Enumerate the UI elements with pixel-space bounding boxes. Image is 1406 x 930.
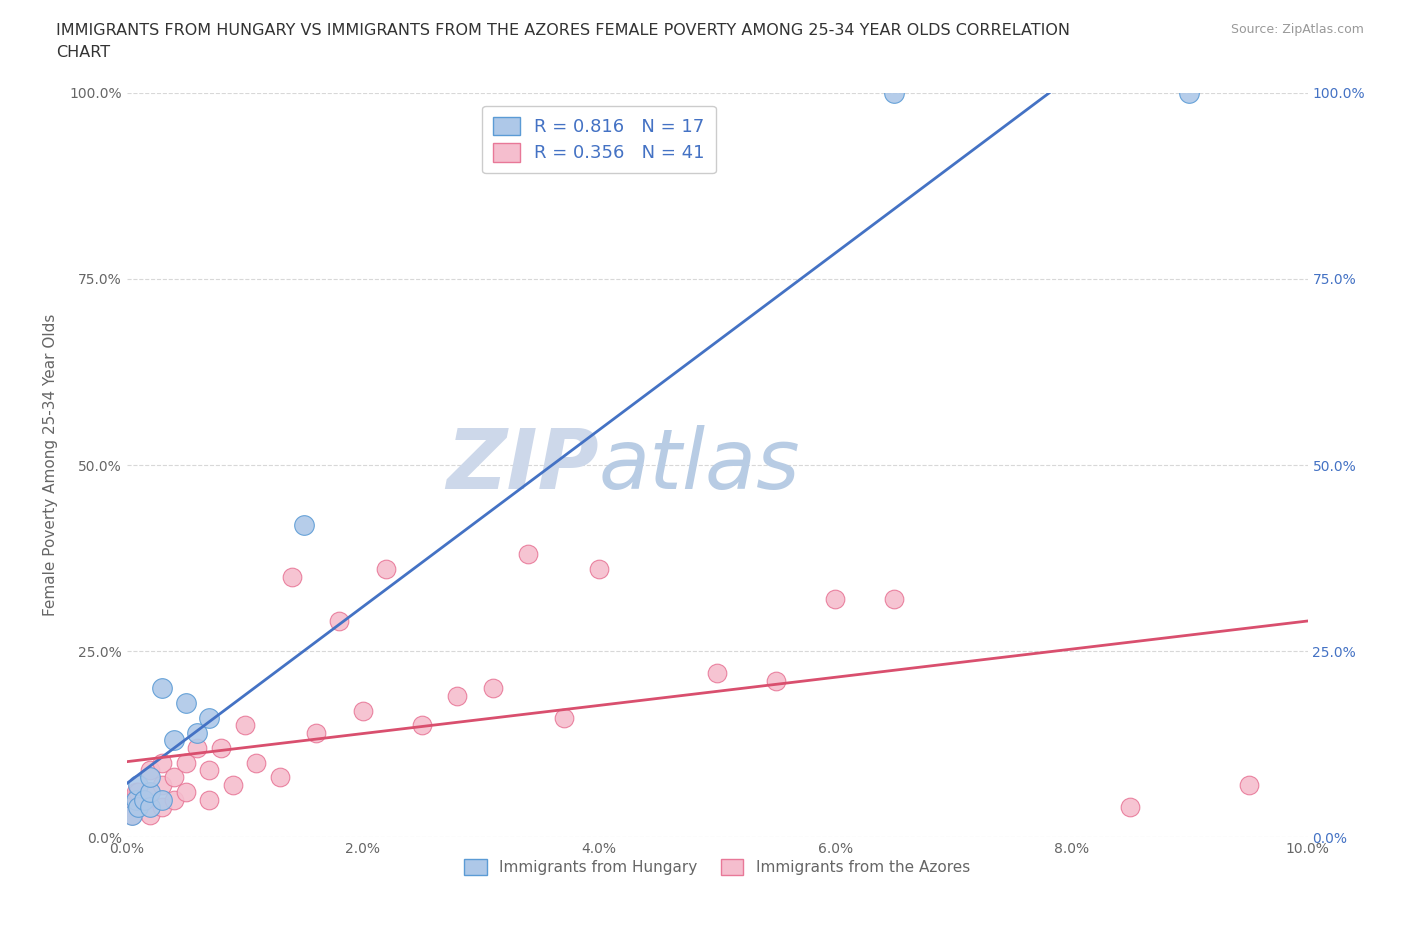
Point [352, 703, 374, 718]
Point [127, 785, 149, 800]
Point [174, 755, 197, 770]
Text: CHART: CHART [56, 45, 110, 60]
Point [1178, 86, 1201, 100]
Point [127, 800, 149, 815]
Text: Source: ZipAtlas.com: Source: ZipAtlas.com [1230, 23, 1364, 36]
Point [292, 517, 315, 532]
Point [269, 770, 291, 785]
Point [121, 807, 143, 822]
Point [125, 785, 148, 800]
Point [150, 800, 173, 815]
Point [121, 807, 143, 822]
Point [411, 718, 433, 733]
Point [118, 800, 141, 815]
Point [481, 681, 503, 696]
Point [1237, 777, 1260, 792]
Point [883, 86, 905, 100]
Point [553, 711, 575, 725]
Point [765, 673, 787, 688]
Point [517, 547, 540, 562]
Point [127, 800, 149, 815]
Point [127, 777, 149, 792]
Point [150, 755, 173, 770]
Point [150, 777, 173, 792]
Point [150, 681, 173, 696]
Point [174, 785, 197, 800]
Point [883, 591, 905, 606]
Point [163, 792, 186, 807]
Text: IMMIGRANTS FROM HUNGARY VS IMMIGRANTS FROM THE AZORES FEMALE POVERTY AMONG 25-34: IMMIGRANTS FROM HUNGARY VS IMMIGRANTS FR… [56, 23, 1070, 38]
Point [375, 562, 398, 577]
Point [139, 807, 162, 822]
Point [163, 770, 186, 785]
Point [198, 711, 221, 725]
Point [139, 785, 162, 800]
Legend: Immigrants from Hungary, Immigrants from the Azores: Immigrants from Hungary, Immigrants from… [458, 853, 976, 882]
Point [222, 777, 245, 792]
Point [446, 688, 468, 703]
Point [163, 733, 186, 748]
Point [281, 569, 304, 584]
Y-axis label: Female Poverty Among 25-34 Year Olds: Female Poverty Among 25-34 Year Olds [44, 313, 58, 617]
Text: ZIP: ZIP [446, 424, 599, 506]
Point [304, 725, 326, 740]
Point [186, 740, 208, 755]
Point [198, 763, 221, 777]
Point [125, 792, 148, 807]
Point [150, 792, 173, 807]
Point [139, 770, 162, 785]
Point [134, 792, 156, 807]
Point [174, 696, 197, 711]
Point [134, 792, 156, 807]
Point [139, 763, 162, 777]
Point [233, 718, 256, 733]
Point [588, 562, 610, 577]
Point [824, 591, 846, 606]
Text: atlas: atlas [599, 424, 800, 506]
Point [186, 725, 208, 740]
Point [139, 785, 162, 800]
Point [328, 614, 350, 629]
Point [706, 666, 728, 681]
Point [209, 740, 232, 755]
Point [198, 792, 221, 807]
Point [139, 800, 162, 815]
Point [1119, 800, 1142, 815]
Point [245, 755, 267, 770]
